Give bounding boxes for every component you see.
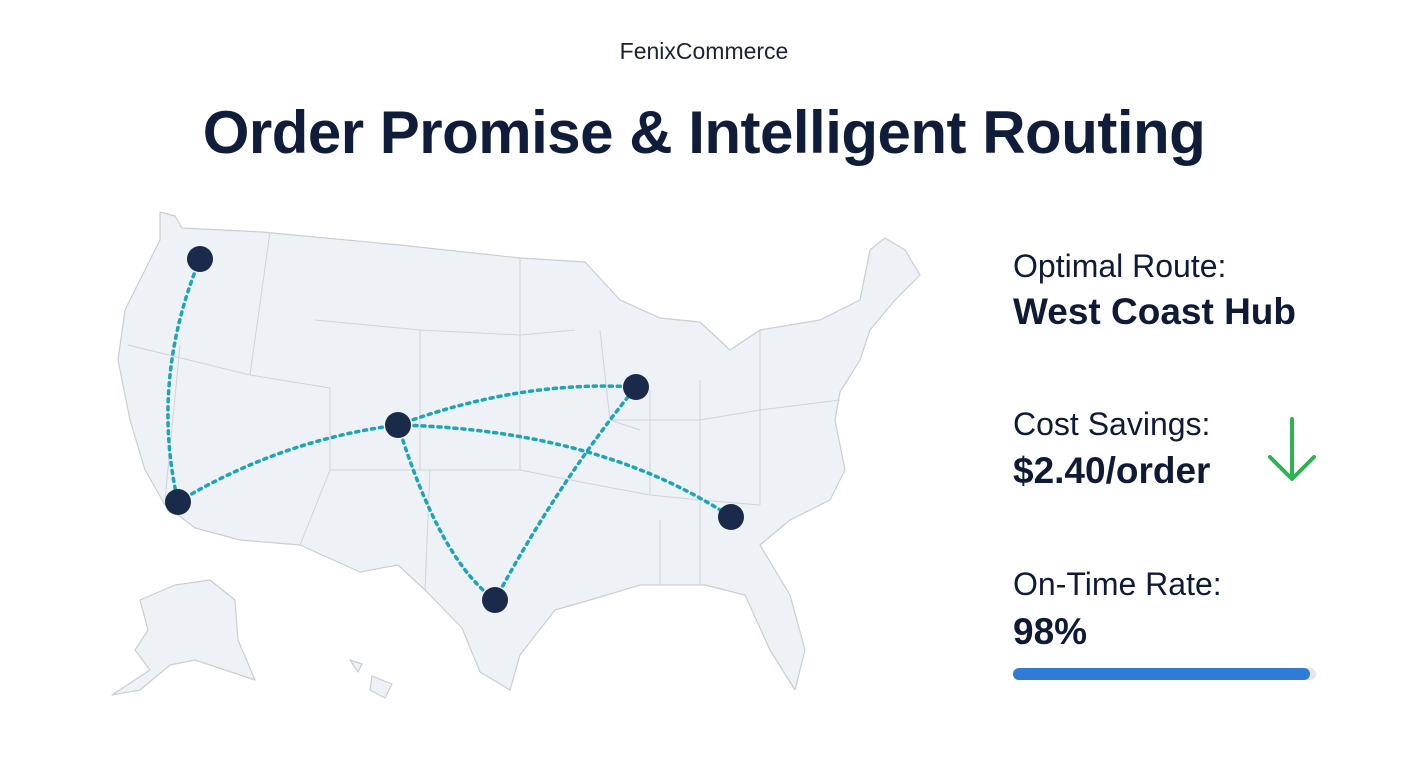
- routes: [166, 257, 733, 602]
- alaska: [111, 579, 256, 696]
- metric-label: Optimal Route:: [1013, 248, 1227, 284]
- route-map: [111, 211, 921, 699]
- metric-value: 98%: [1013, 611, 1088, 652]
- metric-label: On-Time Rate:: [1013, 566, 1222, 602]
- us-map: [117, 211, 921, 691]
- down-arrow-icon: [1268, 417, 1316, 481]
- progress-bar: [1013, 668, 1310, 680]
- metric-value: $2.40/order: [1013, 450, 1211, 491]
- state-lines: [127, 231, 841, 591]
- metric-value: West Coast Hub: [1013, 291, 1297, 332]
- progress-track: [1013, 668, 1316, 680]
- brand: FenixCommerce: [619, 38, 789, 64]
- title: Order Promise & Intelligent Routing: [202, 99, 1206, 166]
- metric-label: Cost Savings:: [1013, 406, 1211, 442]
- hubs: [165, 246, 744, 613]
- hawaii: [349, 659, 393, 699]
